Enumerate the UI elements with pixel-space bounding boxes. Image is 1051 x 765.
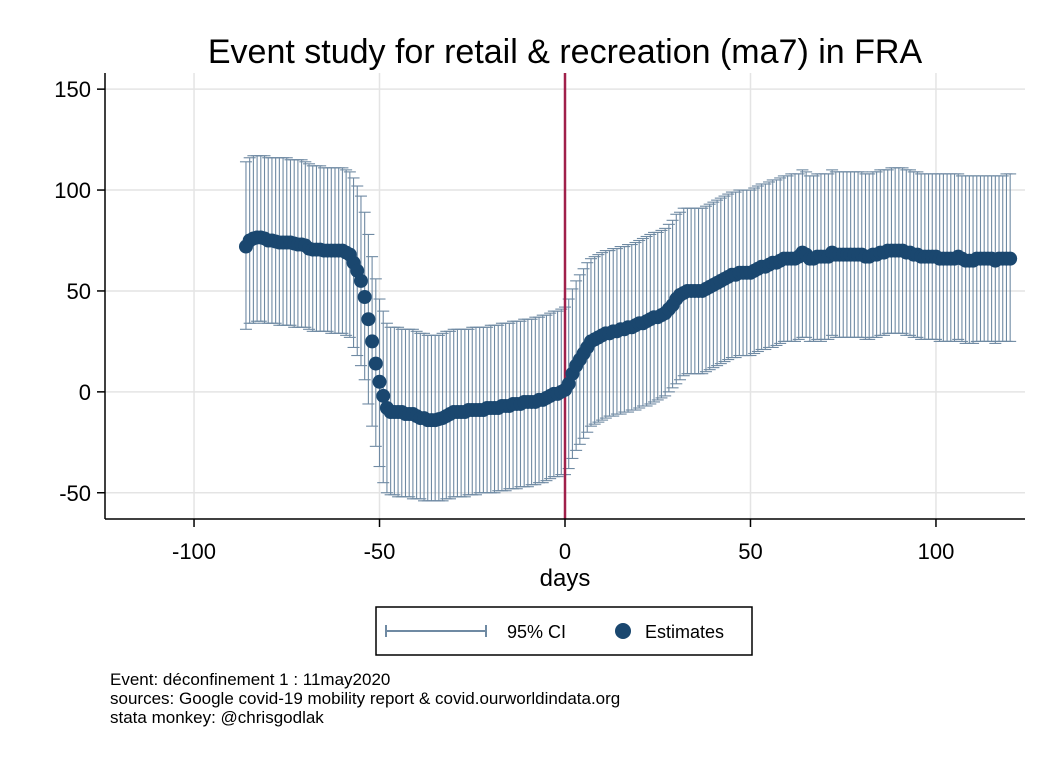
estimate-point — [365, 334, 380, 349]
x-tick-label: 0 — [559, 539, 571, 564]
y-tick-label: 0 — [79, 380, 91, 405]
x-tick-label: 100 — [918, 539, 955, 564]
legend-label-estimates: Estimates — [645, 622, 724, 642]
y-tick-label: 50 — [67, 279, 91, 304]
x-ticks: -100 -50 0 50 100 — [172, 519, 954, 564]
y-tick-label: 150 — [54, 77, 91, 102]
sources-note: sources: Google covid-19 mobility report… — [110, 689, 621, 708]
legend-label-ci: 95% CI — [507, 622, 566, 642]
legend: 95% CI Estimates — [375, 606, 753, 656]
x-axis-title: days — [540, 565, 591, 592]
estimate-point — [1003, 251, 1018, 266]
estimate-point — [353, 273, 368, 288]
x-tick-label: -100 — [172, 539, 216, 564]
y-ticks: -50 0 50 100 150 — [54, 77, 105, 506]
chart-title: Event study for retail & recreation (ma7… — [208, 33, 923, 71]
legend-ci-key — [385, 625, 487, 637]
y-tick-label: 100 — [54, 178, 91, 203]
estimate-point — [357, 290, 372, 305]
legend-estimates-marker — [615, 623, 631, 639]
estimates-series — [238, 230, 1018, 428]
author-note: stata monkey: @chrisgodlak — [110, 708, 324, 727]
x-tick-label: 50 — [738, 539, 762, 564]
estimate-point — [376, 388, 391, 403]
x-tick-label: -50 — [364, 539, 396, 564]
estimate-point — [372, 374, 387, 389]
estimate-point — [368, 356, 383, 371]
event-note: Event: déconfinement 1 : 11may2020 — [110, 670, 391, 689]
estimate-point — [361, 312, 376, 327]
y-tick-label: -50 — [59, 481, 91, 506]
